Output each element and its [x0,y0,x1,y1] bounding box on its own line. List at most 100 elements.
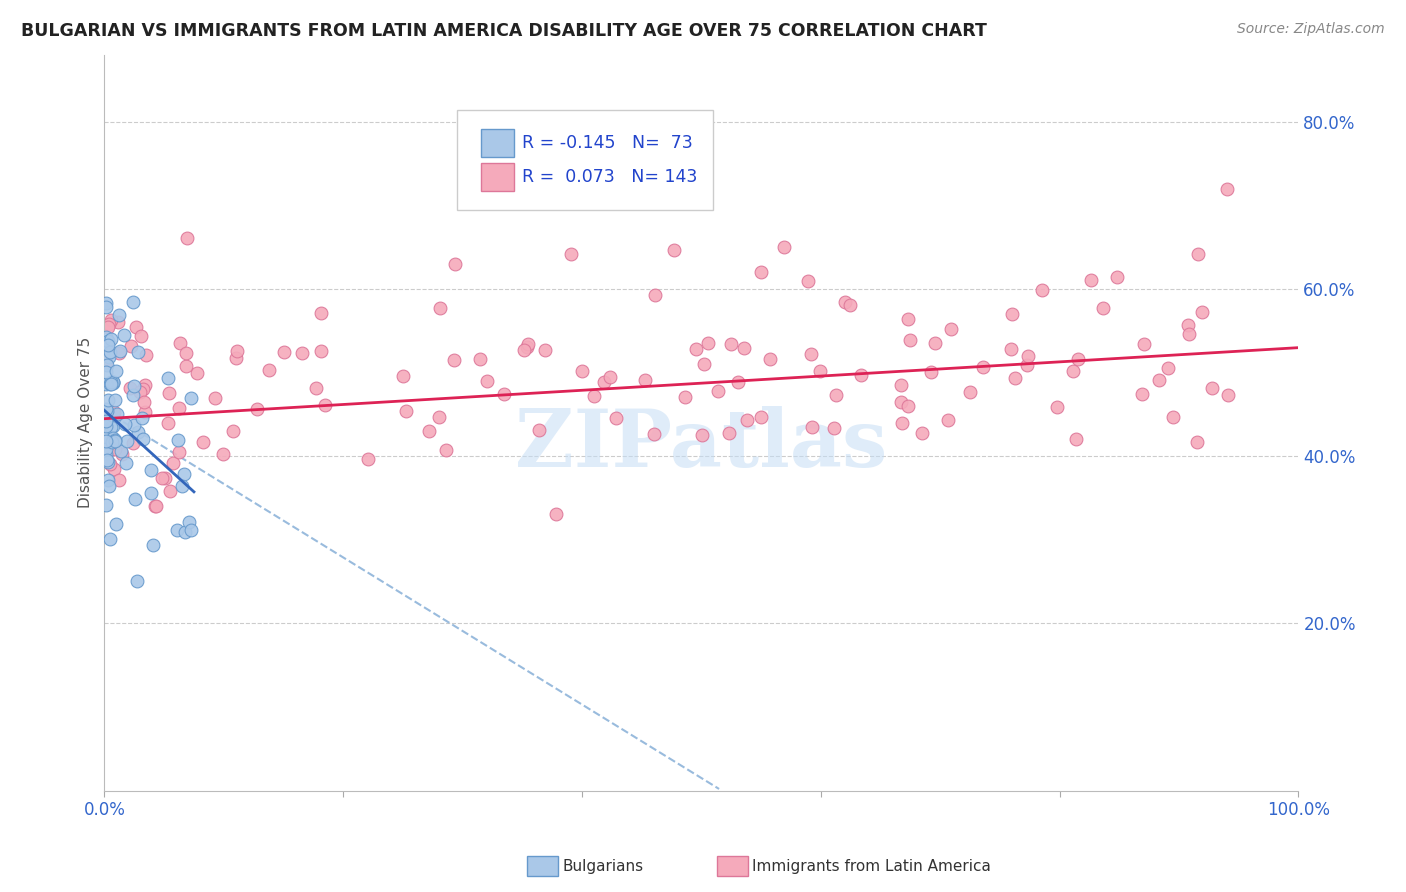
Point [120,339,142,353]
Point [94,498,117,512]
Point [571,364,593,378]
Point [141,485,163,500]
Point [122,387,145,401]
Point [891,416,914,430]
Point [180,391,202,405]
Point [96,453,118,467]
Point [246,401,269,416]
Point [1067,352,1090,367]
Text: Source: ZipAtlas.com: Source: ZipAtlas.com [1237,22,1385,37]
Point [801,420,824,434]
Point [429,301,451,316]
Point [1133,337,1156,351]
Point [427,409,450,424]
Point [1177,318,1199,333]
Point [97,479,120,493]
Point [225,343,247,358]
Point [825,388,848,402]
Point [167,445,190,459]
Point [470,352,492,367]
Point [157,416,180,430]
Point [97,320,120,334]
Point [104,392,127,407]
Point [225,351,247,365]
Point [444,257,467,271]
Point [100,377,122,392]
Point [823,421,845,435]
Point [96,358,118,372]
Point [395,403,418,417]
Point [1147,373,1170,387]
Point [94,447,117,461]
Point [808,364,831,378]
Point [1031,283,1053,297]
Point [132,432,155,446]
Point [180,523,202,537]
Point [100,376,122,390]
Text: R =  0.073   N= 143: R = 0.073 N= 143 [522,169,697,186]
Point [111,447,134,461]
Point [127,425,149,439]
Point [97,350,120,364]
Point [94,430,117,444]
Point [516,340,538,354]
Point [134,377,156,392]
Point [529,424,551,438]
Point [759,351,782,366]
Point [94,442,117,457]
Point [309,344,332,359]
Text: R = -0.145   N=  73: R = -0.145 N= 73 [522,134,693,152]
Point [173,467,195,482]
Point [101,376,124,391]
Point [114,456,136,470]
Point [1187,247,1209,261]
Point [101,419,124,434]
Point [1046,400,1069,414]
Point [664,243,686,257]
Point [94,414,117,428]
Point [749,265,772,279]
Point [443,352,465,367]
Point [1177,326,1199,341]
Point [174,359,197,374]
Point [94,354,117,368]
Point [1015,358,1038,372]
Point [605,410,627,425]
Point [839,298,862,312]
Point [749,409,772,424]
Point [105,407,128,421]
Point [1064,432,1087,446]
Point [169,401,191,416]
Point [939,322,962,336]
Point [120,380,142,394]
Point [122,379,145,393]
Point [127,345,149,359]
Point [124,492,146,507]
Point [105,516,128,531]
Point [108,473,131,487]
Point [1091,301,1114,316]
Point [98,377,121,392]
Point [100,313,122,327]
Point [142,538,165,552]
Point [96,434,118,449]
Point [1201,381,1223,395]
Point [221,424,243,438]
Point [96,330,118,344]
Point [1216,388,1239,402]
Point [717,426,740,441]
Point [134,395,156,409]
Point [796,274,818,288]
Point [96,365,118,379]
Point [309,306,332,320]
Point [800,347,823,361]
Point [97,338,120,352]
Point [94,419,117,434]
Point [193,434,215,449]
Point [100,332,122,346]
Text: Bulgarians: Bulgarians [562,859,644,873]
Point [103,405,125,419]
Point [517,336,540,351]
Point [644,288,666,302]
Point [1161,409,1184,424]
